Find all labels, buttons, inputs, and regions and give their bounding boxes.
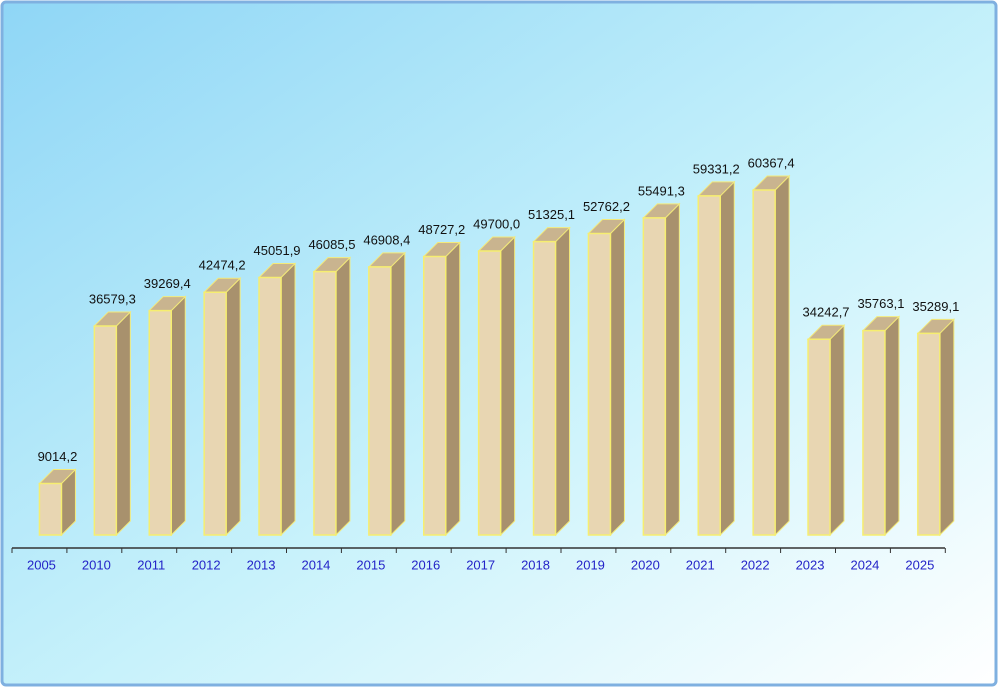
bar (806, 324, 846, 537)
bar-side (719, 180, 735, 537)
value-label: 35289,1 (912, 299, 959, 314)
bar-front (807, 338, 831, 536)
x-tick-label: 2014 (301, 557, 330, 572)
bar-side (445, 241, 461, 537)
bar (697, 180, 736, 537)
value-label: 59331,2 (693, 161, 740, 176)
bar-side (774, 174, 790, 537)
value-label: 51325,1 (528, 207, 575, 222)
bar-front (148, 309, 172, 536)
value-label: 55491,3 (638, 183, 685, 198)
bar-front (642, 217, 667, 536)
bar (38, 468, 77, 537)
x-tick-label: 2015 (356, 557, 385, 572)
value-label: 46908,4 (363, 232, 410, 247)
x-tick-label: 2017 (466, 557, 495, 572)
x-tick-label: 2012 (192, 557, 221, 572)
bar (532, 226, 571, 537)
x-tick-label: 2020 (631, 557, 660, 572)
value-label: 35763,1 (857, 296, 904, 311)
value-label: 42474,2 (199, 258, 246, 273)
x-tick-label: 2018 (521, 557, 550, 572)
bar-front (368, 266, 392, 536)
bar-side (609, 218, 625, 537)
x-tick-label: 2010 (82, 557, 111, 572)
bar (367, 251, 407, 537)
bar-side (280, 262, 296, 537)
x-tick-label: 2013 (247, 557, 276, 572)
bar (93, 310, 132, 537)
value-label: 39269,4 (144, 276, 191, 291)
bar-front (532, 240, 557, 536)
bar-side (170, 295, 186, 537)
bar (202, 277, 242, 537)
value-label: 49700,0 (473, 216, 520, 231)
bar-side (390, 251, 406, 537)
x-tick-label: 2021 (686, 557, 715, 572)
bar (587, 218, 626, 537)
x-tick-label: 2025 (905, 557, 934, 572)
bar-side (555, 226, 571, 537)
bar-front (917, 332, 941, 536)
x-tick-label: 2024 (850, 557, 879, 572)
bar (148, 295, 187, 537)
x-tick-label: 2019 (576, 557, 605, 572)
bar-side (884, 315, 900, 537)
bar (916, 318, 956, 537)
bar-side (500, 235, 516, 537)
x-tick-label: 2005 (27, 557, 56, 572)
bar (422, 241, 461, 537)
bar-side (829, 324, 845, 537)
value-label: 36579,3 (89, 291, 136, 306)
bar-front (38, 482, 63, 536)
bar-side (664, 202, 680, 537)
bar-front (93, 325, 118, 536)
value-label: 45051,9 (254, 243, 301, 258)
value-label: 48727,2 (418, 222, 465, 237)
bar-side (335, 256, 351, 537)
bar-front (697, 195, 721, 536)
x-tick-label: 2023 (796, 557, 825, 572)
x-tick-label: 2022 (741, 557, 770, 572)
value-label: 9014,2 (38, 449, 78, 464)
bar-side (939, 318, 955, 537)
bar (751, 174, 791, 537)
value-label: 60367,4 (748, 155, 795, 170)
bar-front (752, 189, 776, 536)
bar-front (477, 250, 502, 536)
bar-front (587, 232, 612, 536)
bar (312, 256, 352, 537)
bar (477, 235, 516, 537)
bar-front (258, 276, 282, 536)
bar-front (203, 291, 227, 536)
value-label: 46085,5 (308, 237, 355, 252)
value-label: 34242,7 (803, 305, 850, 320)
bar (642, 202, 681, 537)
x-tick-label: 2011 (137, 557, 165, 572)
bar-side (225, 277, 241, 537)
bar-front (862, 329, 886, 536)
bar-front (423, 255, 447, 536)
bar-front (313, 270, 337, 536)
bar (861, 315, 901, 537)
x-tick-label: 2016 (411, 557, 440, 572)
bar-side (115, 310, 131, 537)
bar (257, 262, 297, 537)
value-label: 52762,2 (583, 199, 630, 214)
